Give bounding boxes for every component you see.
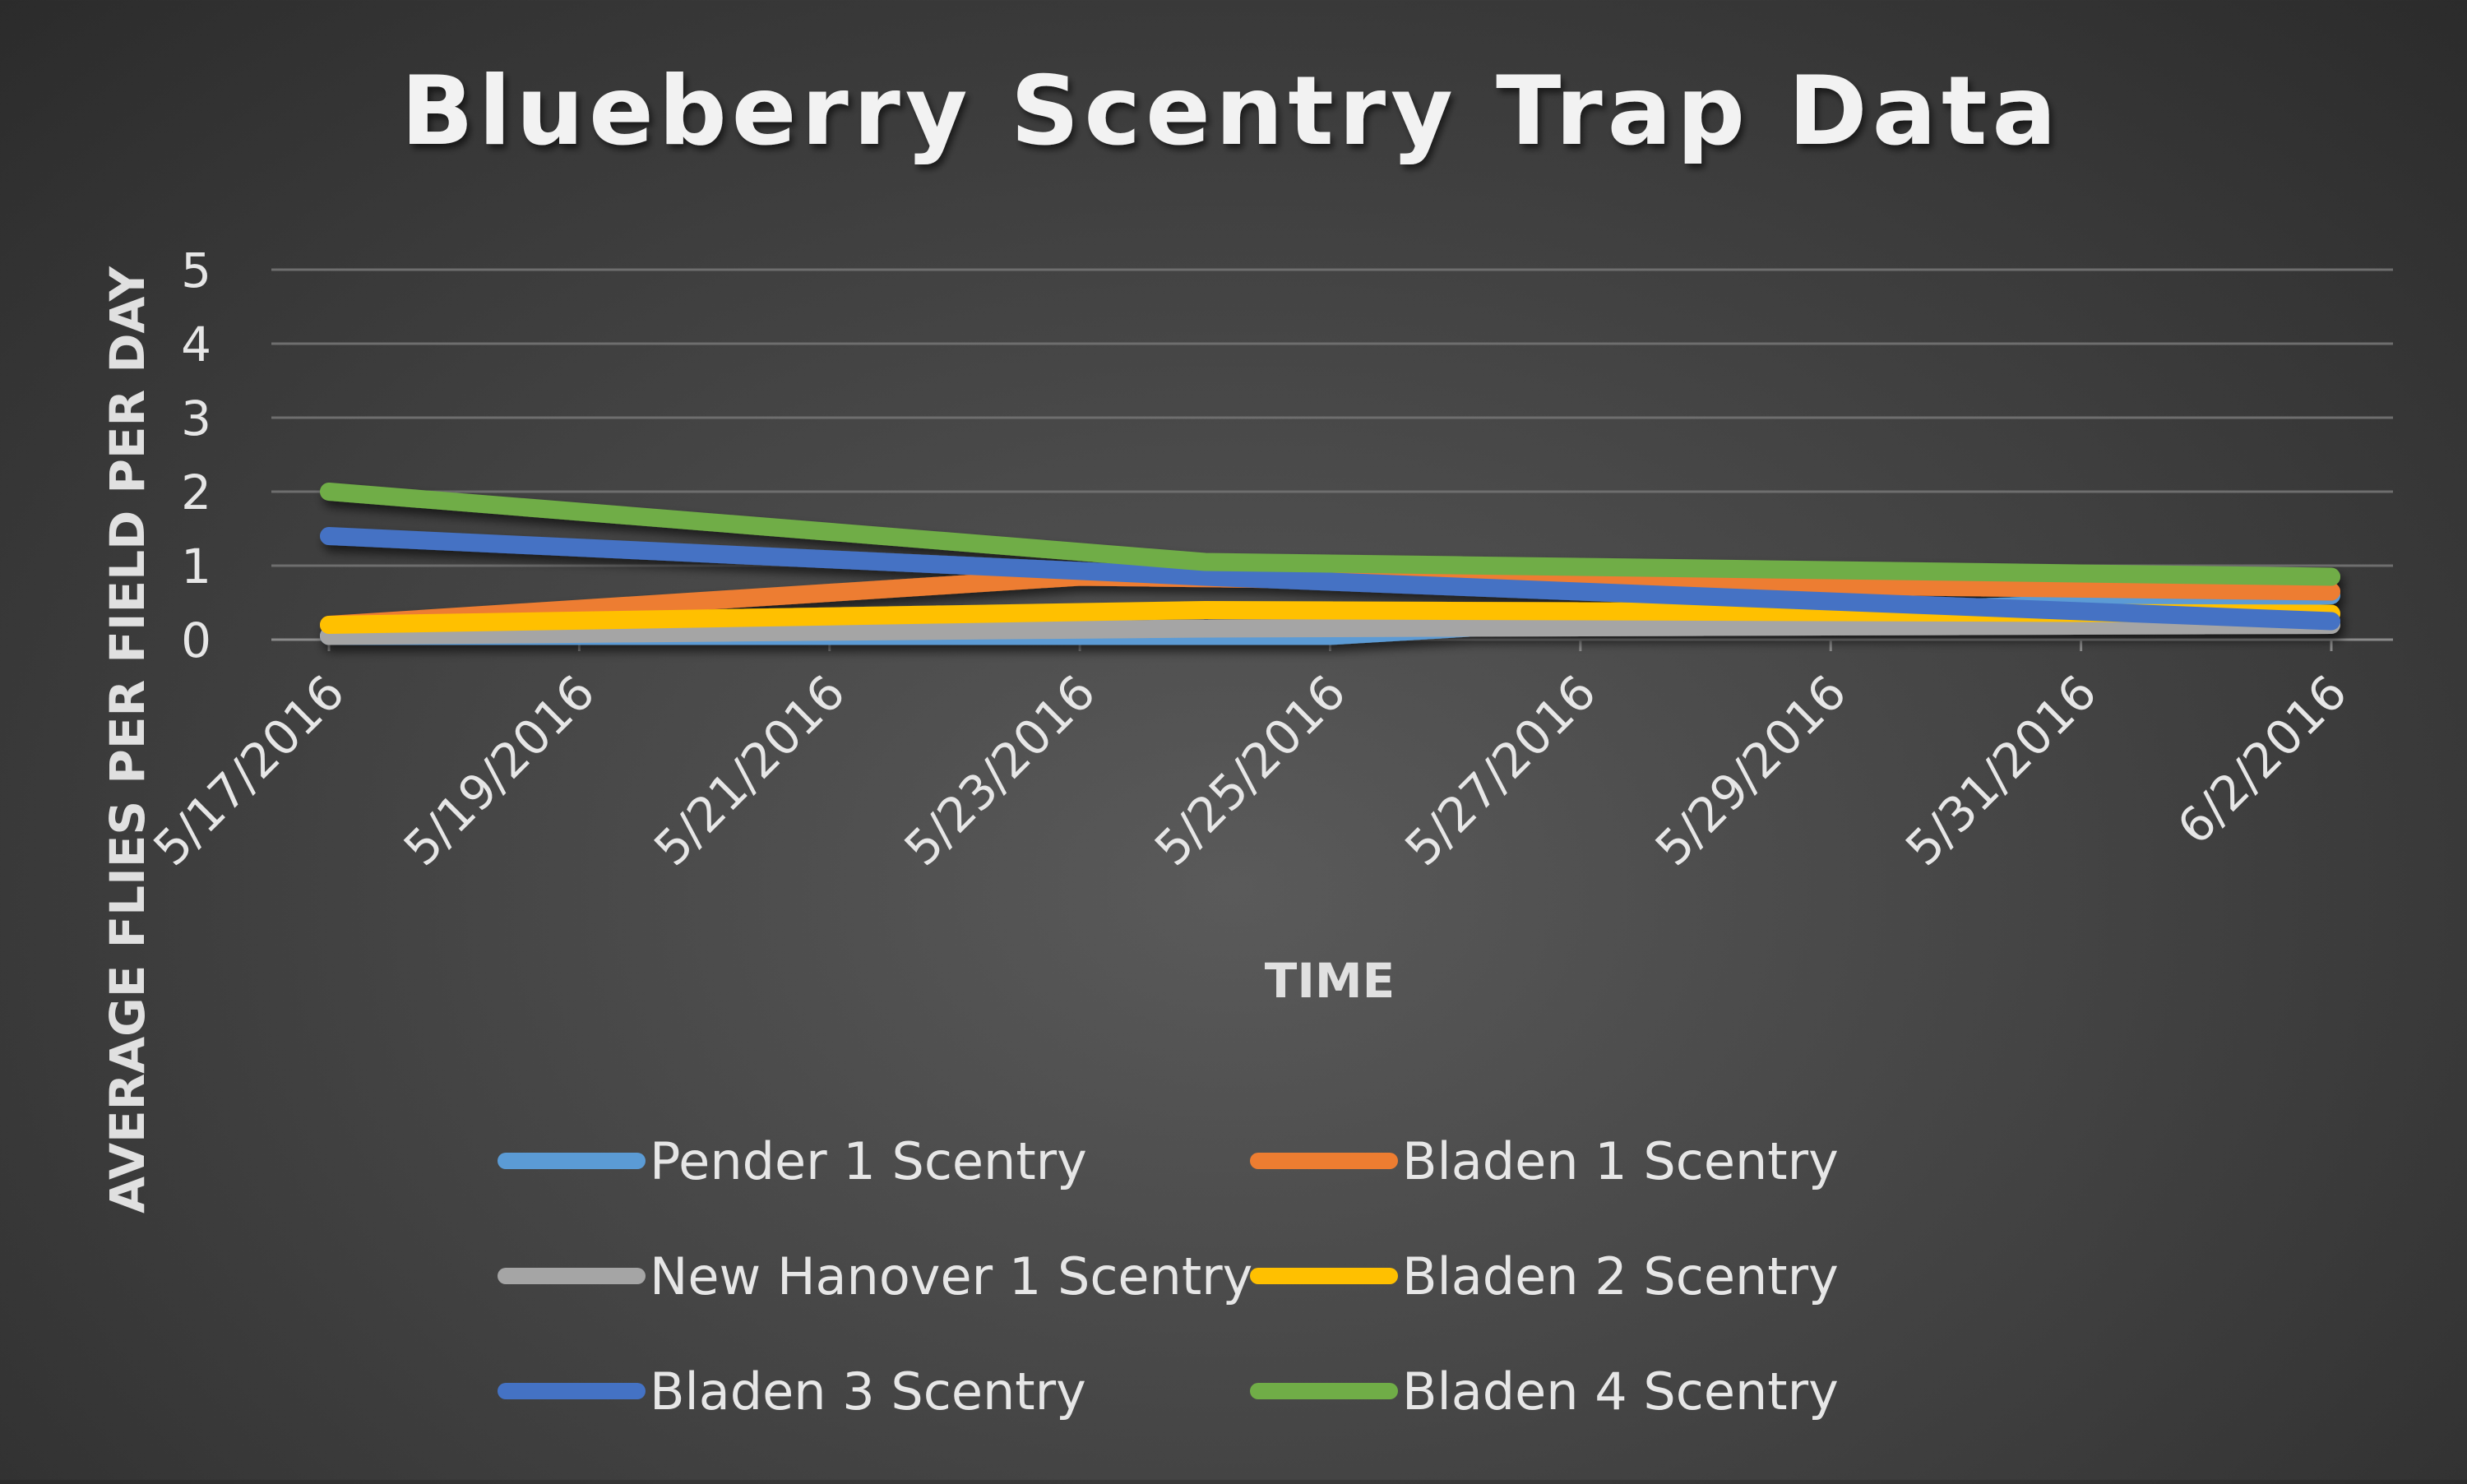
legend-label: Bladen 1 Scentry	[1402, 1131, 1839, 1191]
x-tick-label: 5/27/2016	[1394, 664, 1606, 876]
x-axis-ticks: 5/17/2016 5/19/2016 5/21/2016 5/23/2016 5/25…	[143, 640, 2358, 876]
legend-label: New Hanover 1 Scentry	[650, 1246, 1252, 1306]
x-tick-label: 5/21/2016	[643, 664, 855, 876]
legend-label: Pender 1 Scentry	[650, 1131, 1087, 1191]
y-tick-label: 5	[181, 243, 211, 298]
x-tick-label: 5/23/2016	[894, 664, 1106, 876]
chart-title: Blueberry Scentry Trap Data	[400, 56, 2061, 167]
x-axis-title: TIME	[1265, 953, 1395, 1009]
y-tick-label: 1	[181, 539, 211, 594]
x-tick-label: 6/2/2016	[2167, 664, 2358, 855]
x-tick-label: 5/31/2016	[1895, 664, 2107, 876]
legend-label: Bladen 3 Scentry	[650, 1361, 1086, 1422]
y-tick-label: 3	[181, 391, 211, 446]
series-line	[320, 483, 2340, 586]
y-tick-label: 0	[181, 613, 211, 668]
legend-label: Bladen 2 Scentry	[1402, 1246, 1839, 1306]
series-line	[320, 616, 2340, 645]
y-tick-label: 4	[181, 317, 211, 372]
x-tick-label: 5/19/2016	[393, 664, 605, 876]
series-line	[320, 527, 2340, 631]
y-axis-title: AVERAGE FLIES PER FIELD PER DAY	[100, 266, 155, 1214]
x-tick-label: 5/29/2016	[1645, 664, 1857, 876]
x-tick-label: 5/17/2016	[143, 664, 355, 876]
x-tick-label: 5/25/2016	[1144, 664, 1356, 876]
series-lines	[320, 483, 2340, 645]
y-tick-label: 2	[181, 465, 211, 520]
y-axis-ticks: 0 1 2 3 4 5	[181, 243, 211, 668]
gridlines	[271, 268, 2393, 641]
legend-label: Bladen 4 Scentry	[1402, 1361, 1839, 1422]
legend: Pender 1 Scentry Bladen 1 Scentry New Hano…	[498, 1131, 1839, 1422]
